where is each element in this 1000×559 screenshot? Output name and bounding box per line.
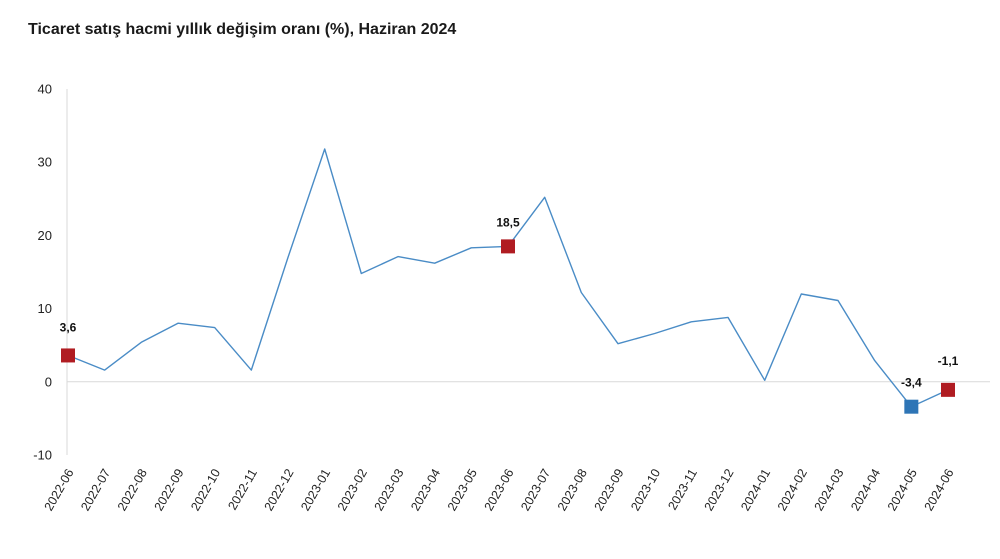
x-tick-label: 2023-09 <box>592 466 627 513</box>
x-tick-label: 2022-11 <box>225 466 260 512</box>
x-tick-label: 2022-08 <box>115 466 150 513</box>
data-label: 18,5 <box>496 215 520 229</box>
data-point-marker <box>904 399 919 414</box>
x-tick-label: 2022-12 <box>262 466 297 513</box>
data-point-marker <box>941 382 955 397</box>
x-tick-label: 2023-05 <box>445 466 480 513</box>
y-tick-label: 10 <box>38 301 52 316</box>
x-tick-label: 2022-10 <box>188 466 223 513</box>
data-label: -1,1 <box>938 354 959 368</box>
data-label: 3,6 <box>60 320 77 334</box>
x-tick-label: 2023-07 <box>518 466 553 513</box>
data-point-marker <box>501 239 515 254</box>
x-tick-label: 2024-02 <box>775 466 810 513</box>
x-tick-label: 2023-01 <box>298 466 333 513</box>
x-tick-label: 2023-12 <box>702 466 737 513</box>
x-tick-label: 2022-06 <box>42 466 77 513</box>
x-tick-label: 2022-07 <box>78 466 113 513</box>
x-tick-label: 2024-03 <box>812 466 847 513</box>
series-line <box>67 148 949 408</box>
y-tick-label: 40 <box>38 82 52 97</box>
x-tick-label: 2023-08 <box>555 466 590 513</box>
x-tick-label: 2023-06 <box>482 466 517 513</box>
y-tick-label: 0 <box>45 374 52 389</box>
x-tick-label: 2024-06 <box>922 466 957 513</box>
x-tick-label: 2023-10 <box>628 466 663 513</box>
x-tick-label: 2024-04 <box>848 466 883 513</box>
x-tick-label: 2023-03 <box>372 466 407 513</box>
x-tick-label: 2023-02 <box>335 466 370 513</box>
y-tick-label: -10 <box>33 448 52 463</box>
x-tick-label: 2022-09 <box>152 466 187 513</box>
y-tick-label: 30 <box>38 155 52 170</box>
x-tick-label: 2023-04 <box>408 466 443 513</box>
x-tick-label: 2024-01 <box>738 466 773 513</box>
data-point-marker <box>61 348 75 363</box>
x-tick-label: 2024-05 <box>885 466 920 513</box>
y-tick-label: 20 <box>38 228 52 243</box>
data-label: -3,4 <box>901 376 922 390</box>
chart-title: Ticaret satış hacmi yıllık değişim oranı… <box>28 21 457 38</box>
x-tick-label: 2023-11 <box>665 466 700 512</box>
